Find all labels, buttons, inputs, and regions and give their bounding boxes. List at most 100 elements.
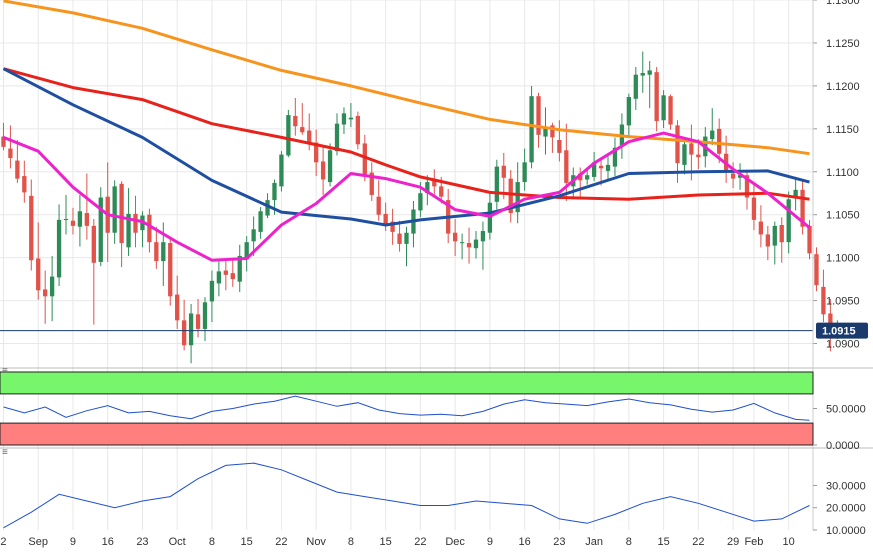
candle-body-up [585,175,590,180]
candle-body-up [209,280,215,302]
candle-body-down [383,213,388,225]
adx-line [3,462,810,529]
candle-body-down [175,294,180,321]
candle-body-up [494,166,499,202]
candle-body-down [147,214,152,243]
candle-body-up [418,193,423,211]
candle-body-up [473,239,479,249]
candle-body-down [668,96,673,125]
candle-body-down [466,243,472,248]
y-tick-label: 1.1250 [826,38,860,50]
candle-body-up [334,123,340,152]
y-tick-label: 1.1300 [826,0,860,7]
candle-body-up [341,113,347,125]
candle-body-up [49,276,55,297]
candle-body-down [362,143,367,175]
candle-body-up [244,242,249,260]
candle-body-up [286,115,291,156]
candle-body-down [689,143,694,155]
x-tick-label: 15 [241,536,253,548]
candle-body-up [786,199,791,243]
x-tick-label: Feb [744,536,763,548]
candle-body-up [77,211,83,227]
rsi-panel-handle-icon[interactable]: ≡ [2,366,8,377]
adx-y-tick-label: 20.0000 [826,503,866,515]
adx-y-tick-label: 30.0000 [826,480,866,492]
candle-body-down [744,175,750,198]
x-axis: 2 Sep 9 16 23 Oct 8 15 22 Nov 8 15 22 Dec 9 16 23 Jan 8 15 2… [0,536,794,548]
candle-body-down [751,197,757,220]
candle-body-down [376,196,381,215]
candle-body-down [814,254,819,286]
candle-body-up [737,175,743,178]
candle-body-up [258,211,263,232]
rsi-overbought-zone [0,371,814,395]
candle-body-down [29,195,34,261]
candle-body-up [63,219,69,220]
candle-body-up [112,186,117,233]
candle-body-up [98,197,103,262]
candle-body-down [181,320,187,346]
y-tick-label: 1.1100 [826,167,859,179]
candle-body-down [8,148,13,159]
candle-body-up [161,242,166,262]
candle-body-down [800,189,805,227]
candle-body-down [807,225,812,254]
x-tick-label: 23 [553,536,565,548]
candle-body-up [682,144,687,165]
moving-average-line-2 [2,67,810,227]
adx-panel-handle-icon[interactable]: ≡ [2,447,8,458]
candle-body-up [404,232,409,244]
candle-body-up [126,213,131,248]
candle-body-down [765,234,770,247]
x-tick-label: Oct [169,536,186,548]
candle-body-down [195,314,201,329]
candle-body-up [633,74,638,99]
candle-body-down [730,173,736,179]
candle-body-up [459,242,465,244]
candle-body-up [661,95,666,121]
rsi-line [3,395,810,421]
candle-body-up [251,229,256,242]
rsi-y-tick-label: 50.0000 [826,404,866,416]
x-tick-label: 22 [275,536,287,548]
candle-body-down [390,221,395,232]
candle-body-up [56,219,62,278]
moving-average-line-3 [2,131,811,262]
candle-body-up [272,182,277,201]
candle-body-up [522,162,527,183]
candle-body-down [369,172,374,195]
candle-body-down [564,150,569,183]
candle-body-up [265,200,270,216]
x-tick-label: Jan [585,536,603,548]
x-tick-label: 2 [0,536,6,548]
candle-body-down [717,128,722,154]
candle-body-down [578,173,583,181]
x-tick-label: 10 [783,536,795,548]
candle-body-down [70,220,76,226]
x-tick-label: 8 [626,536,632,548]
candle-body-down [550,125,555,138]
x-tick-label: 15 [380,536,392,548]
x-tick-label: 9 [70,536,76,548]
y-tick-label: 1.0900 [826,339,860,351]
x-tick-label: 16 [519,536,531,548]
candle-body-up [348,117,354,120]
candle-body-up [793,189,798,199]
candle-body-down [307,130,312,143]
candle-body-up [772,225,777,246]
y-tick-label: 1.1150 [826,124,859,136]
candle-body-down [598,165,604,169]
candle-body-down [1,136,6,147]
rsi-panel: 50.0000 0.0000 [0,371,873,452]
candle-body-down [536,96,541,135]
candle-body-up [647,70,652,75]
candle-body-down [168,243,173,297]
candle-body-down [223,270,228,275]
price-axis: 1.1300 1.1250 1.1200 1.1150 1.1100 1.1050 1.10… [812,0,868,530]
candle-body-down [397,233,402,244]
y-tick-label: 1.1050 [826,210,860,222]
candle-body-down [119,183,124,244]
